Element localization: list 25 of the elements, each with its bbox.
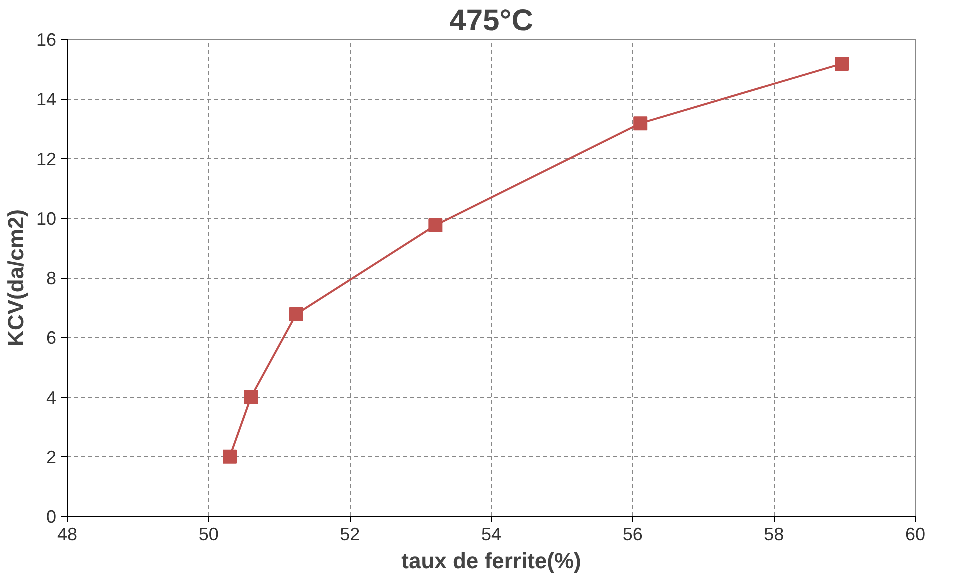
y-tick-label: 0 (46, 507, 57, 527)
x-tick-label: 58 (764, 524, 784, 544)
point (428, 218, 443, 233)
y-tick-label: 16 (36, 30, 57, 50)
x-tick-label: 50 (198, 524, 219, 544)
y-tick-label: 8 (46, 268, 57, 288)
y-tick-label: 4 (46, 388, 57, 408)
x-tick-label: 48 (57, 524, 78, 544)
point (223, 450, 238, 464)
y-tick-label: 12 (36, 149, 57, 170)
chart-title: 475°C (450, 4, 534, 38)
point (634, 116, 648, 131)
y-tick-label: 14 (36, 90, 57, 110)
point (289, 307, 304, 322)
x-tick-label: 52 (340, 524, 360, 544)
x-axis-title: taux de ferrite(%) (402, 548, 582, 574)
y-tick-label: 2 (46, 447, 57, 468)
x-tick-label: 60 (905, 524, 926, 544)
x-tick-label: 56 (622, 524, 643, 544)
y-axis-title: KCV(da/cm2) (3, 210, 28, 346)
y-tick-label: 6 (46, 328, 57, 348)
point (244, 390, 258, 404)
y-tick-label: 10 (36, 208, 57, 229)
x-tick-label: 54 (481, 524, 502, 544)
point (835, 56, 850, 71)
